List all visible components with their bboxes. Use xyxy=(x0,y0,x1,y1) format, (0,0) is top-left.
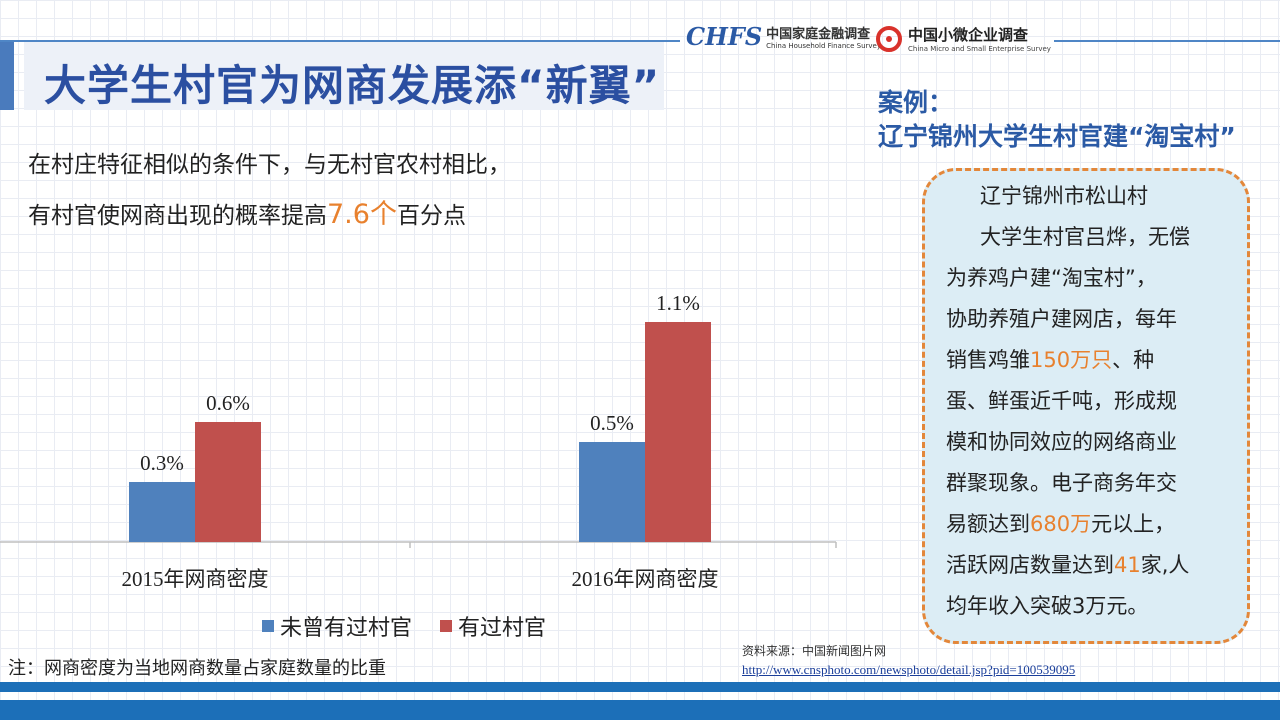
bar-no-official-2 xyxy=(579,442,645,542)
case-line: 均年收入突破3万元。 xyxy=(946,594,1149,618)
title-accent-bar xyxy=(0,42,14,110)
cmes-logo-cn: 中国小微企业调查 xyxy=(908,26,1029,44)
case-line: 销售鸡雏150万只、种 xyxy=(946,340,1236,381)
chart-legend: 未曾有过村官 有过村官 xyxy=(262,610,546,642)
footnote: 注：网商密度为当地网商数量占家庭数量的比重 xyxy=(8,658,386,679)
bar-official-2 xyxy=(645,322,711,542)
header-rule-right xyxy=(1054,40,1280,42)
case-line: 易额达到680万元以上， xyxy=(946,504,1236,545)
header-rule-left xyxy=(0,40,680,42)
case-box-text: 辽宁锦州市松山村 大学生村官吕烨，无偿 为养鸡户建“淘宝村”， 协助养殖户建网店… xyxy=(946,176,1236,627)
case-highlight: 680万 xyxy=(1030,512,1092,536)
case-box xyxy=(922,168,1250,644)
legend-swatch-no-official xyxy=(262,620,274,632)
legend-label-no-official: 未曾有过村官 xyxy=(280,616,413,641)
case-line: 蛋、鲜蛋近千吨，形成规 xyxy=(946,389,1177,413)
legend-label-official: 有过村官 xyxy=(458,616,547,641)
x-tick-label: 2016年网商密度 xyxy=(572,567,719,591)
footer-band xyxy=(0,682,1280,692)
case-text: 销售鸡雏 xyxy=(946,348,1030,372)
chfs-logo-cn: 中国家庭金融调查 xyxy=(766,27,871,42)
bar-chart: 0.3% 0.6% 2015年网商密度 0.5% 1.1% 2016年网商密度 xyxy=(0,291,837,591)
title-background xyxy=(24,42,664,110)
case-line: 协助养殖户建网店，每年 xyxy=(946,307,1177,331)
legend-swatch-official xyxy=(440,620,453,632)
finding-highlight: 7.6个 xyxy=(327,199,397,230)
bar-no-official-1 xyxy=(129,482,195,542)
data-label: 0.6% xyxy=(206,391,250,415)
chfs-mark: CHFS xyxy=(686,22,763,51)
finding-line-2-post: 百分点 xyxy=(396,203,466,229)
case-highlight: 150万只 xyxy=(1030,348,1113,372)
cmes-logo: 中国小微企业调查 China Micro and Small Enterpris… xyxy=(876,24,1051,53)
data-label: 0.5% xyxy=(590,411,634,435)
case-text: 活跃网店数量达到 xyxy=(946,553,1114,577)
data-label: 1.1% xyxy=(656,291,700,315)
finding-line-2-pre: 有村官使网商出现的概率提高 xyxy=(28,203,327,229)
case-line: 活跃网店数量达到41家,人 xyxy=(946,545,1236,586)
source-label: 资料来源：中国新闻图片网 xyxy=(742,644,887,658)
finding-line-1: 在村庄特征相似的条件下，与无村官农村相比， xyxy=(28,152,511,178)
case-text: 家,人 xyxy=(1140,553,1190,577)
case-text: 、种 xyxy=(1112,348,1155,372)
case-line: 大学生村官吕烨，无偿 xyxy=(980,225,1190,249)
case-highlight: 41 xyxy=(1114,553,1141,577)
case-line: 群聚现象。电子商务年交 xyxy=(946,471,1177,495)
source-link[interactable]: http://www.cnsphoto.com/newsphoto/detail… xyxy=(742,662,1076,677)
case-text: 元以上， xyxy=(1091,512,1176,536)
case-label: 案例： xyxy=(878,88,954,117)
case-title: 辽宁锦州大学生村官建“淘宝村” xyxy=(878,122,1236,151)
cmes-logo-en: China Micro and Small Enterprise Survey xyxy=(908,45,1051,53)
cmes-logo-icon xyxy=(876,25,902,52)
case-text: 易额达到 xyxy=(946,512,1030,536)
finding-text: 在村庄特征相似的条件下，与无村官农村相比， 有村官使网商出现的概率提高7.6个百… xyxy=(28,140,511,241)
chfs-logo-en: China Household Finance Survey xyxy=(766,42,881,50)
case-line: 为养鸡户建“淘宝村”， xyxy=(946,266,1157,290)
bar-official-1 xyxy=(195,422,261,542)
x-tick-label: 2015年网商密度 xyxy=(122,567,269,591)
page-title: 大学生村官为网商发展添“新翼” xyxy=(44,61,661,110)
case-line: 模和协同效应的网络商业 xyxy=(946,430,1177,454)
footer-band xyxy=(0,700,1280,720)
chfs-logo: CHFS 中国家庭金融调查 China Household Finance Su… xyxy=(686,22,881,51)
finding-line-2: 有村官使网商出现的概率提高7.6个百分点 xyxy=(28,190,511,241)
case-box-heading: 辽宁锦州市松山村 xyxy=(980,184,1148,208)
data-label: 0.3% xyxy=(140,451,184,475)
case-heading: 案例： 辽宁锦州大学生村官建“淘宝村” xyxy=(878,86,1236,154)
